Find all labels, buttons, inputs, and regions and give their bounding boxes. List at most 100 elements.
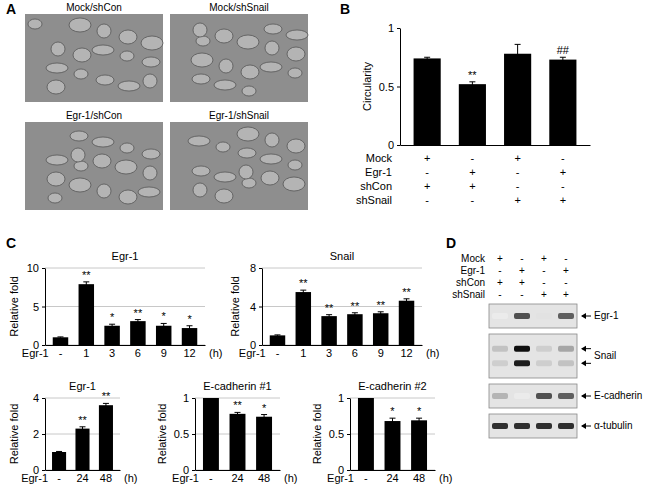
y-tick: 10 <box>27 262 45 274</box>
tick-label: - <box>209 472 213 484</box>
x-tick: - <box>276 347 280 359</box>
tick-mark <box>259 307 262 308</box>
bar <box>99 405 113 470</box>
cell <box>237 127 259 141</box>
cell <box>28 19 42 29</box>
cell <box>214 80 236 90</box>
significance: ** <box>351 300 360 312</box>
band <box>514 423 530 429</box>
bar <box>79 284 94 345</box>
axis-line <box>263 345 423 346</box>
grid-line <box>45 345 205 346</box>
tick-label: 6 <box>135 347 141 359</box>
cell <box>143 166 157 180</box>
y-axis: 048 <box>250 262 263 351</box>
tick-mark <box>397 28 400 29</box>
panel-letter: D <box>446 235 456 251</box>
axis-line <box>400 29 401 146</box>
x-tick: 3 <box>326 347 332 359</box>
error-cap <box>235 412 241 413</box>
cell <box>188 136 210 146</box>
tick-mark <box>192 398 195 399</box>
band <box>536 423 552 429</box>
condition-sign: - <box>425 166 429 178</box>
y-tick: 0.5 <box>174 428 195 440</box>
tick-label: - <box>364 472 368 484</box>
condition-sign: - <box>471 152 475 164</box>
arrow-head <box>581 313 586 319</box>
error-cap <box>109 324 115 325</box>
error-bar <box>472 82 473 87</box>
bar <box>75 429 89 470</box>
condition-sign: + <box>424 152 430 164</box>
band <box>558 423 574 429</box>
plot-marks <box>358 398 427 470</box>
error-cap <box>326 314 332 315</box>
condition-sign: - <box>561 152 565 164</box>
significance: * <box>162 310 167 322</box>
condition-sign: - <box>498 289 501 300</box>
error-cap <box>261 414 267 415</box>
micrograph <box>170 122 308 210</box>
error-cap <box>416 418 422 419</box>
y-tick: 4 <box>33 392 45 404</box>
significance: ** <box>82 269 91 281</box>
error-bar <box>210 398 211 399</box>
band <box>536 393 552 399</box>
condition-sign: - <box>542 277 545 288</box>
bar <box>347 314 362 345</box>
cell <box>69 178 91 192</box>
x-unit: (h) <box>426 347 439 359</box>
condition-label: Egr-1 <box>365 166 392 178</box>
condition-sign: + <box>563 265 569 276</box>
cell <box>261 171 279 185</box>
condition-sign: + <box>424 180 430 192</box>
cell <box>119 30 137 44</box>
tick-label: 3 <box>326 347 332 359</box>
condition-sign: + <box>560 166 566 178</box>
image-label: Mock/shSnail <box>209 2 268 13</box>
cell <box>92 137 114 147</box>
bar <box>53 337 68 345</box>
micrograph <box>25 122 163 210</box>
condition-sign: + <box>541 253 547 264</box>
cell <box>265 41 279 55</box>
blot-panel <box>489 334 577 378</box>
condition-sign: + <box>560 194 566 206</box>
tick-label: 0.5 <box>174 428 189 440</box>
tick-label: - <box>276 347 280 359</box>
tick-label: 0.5 <box>379 81 394 93</box>
x-row-label: Egr-1 <box>22 347 49 359</box>
error-bar <box>392 418 393 424</box>
tick-label: 1 <box>183 392 189 404</box>
significance: ## <box>557 44 570 56</box>
x-tick: - <box>57 472 61 484</box>
error-cap <box>515 44 521 45</box>
cell <box>241 65 259 79</box>
band <box>558 313 574 319</box>
image-frame <box>170 14 308 102</box>
error-cap <box>135 319 141 320</box>
chart-title: Egr-1 <box>112 250 139 262</box>
bar <box>182 328 197 345</box>
bar-chart: 0510-136912*******Relative foldEgr-1Egr-… <box>8 250 223 359</box>
tick-mark <box>347 398 350 399</box>
bar <box>270 335 285 345</box>
error-cap <box>56 451 62 452</box>
chart-title: Snail <box>330 250 354 262</box>
condition-label: Mock <box>366 152 393 164</box>
cell <box>142 57 160 67</box>
x-tick: 9 <box>378 347 384 359</box>
condition-sign: + <box>497 277 503 288</box>
cell <box>143 74 157 88</box>
bar <box>504 54 531 145</box>
band <box>558 360 574 366</box>
x-axis: -2448 <box>46 471 121 484</box>
error-cap <box>560 57 566 58</box>
significance: ** <box>299 277 308 289</box>
x-unit: (h) <box>209 347 222 359</box>
significance: ** <box>376 299 385 311</box>
cell <box>242 86 256 96</box>
cell <box>239 165 253 179</box>
cell <box>118 81 140 91</box>
